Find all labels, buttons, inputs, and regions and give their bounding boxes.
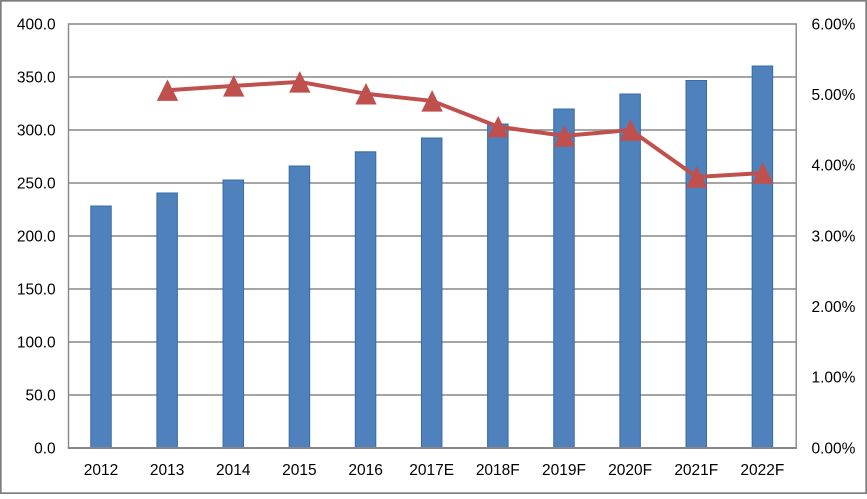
svg-text:4.00%: 4.00% bbox=[812, 158, 856, 175]
svg-text:2.00%: 2.00% bbox=[812, 299, 856, 316]
svg-text:2018F: 2018F bbox=[476, 462, 520, 479]
svg-text:0.00%: 0.00% bbox=[812, 440, 856, 457]
svg-text:150.0: 150.0 bbox=[17, 281, 56, 298]
svg-text:2013: 2013 bbox=[150, 462, 184, 479]
svg-text:2022F: 2022F bbox=[740, 462, 784, 479]
svg-text:50.0: 50.0 bbox=[26, 387, 57, 404]
svg-text:100.0: 100.0 bbox=[17, 334, 56, 351]
svg-text:250.0: 250.0 bbox=[17, 175, 56, 192]
svg-text:200.0: 200.0 bbox=[17, 228, 56, 245]
svg-text:2017E: 2017E bbox=[409, 462, 454, 479]
svg-text:2021F: 2021F bbox=[674, 462, 718, 479]
svg-text:2019F: 2019F bbox=[542, 462, 586, 479]
svg-text:300.0: 300.0 bbox=[17, 122, 56, 139]
svg-text:350.0: 350.0 bbox=[17, 69, 56, 86]
svg-text:2016: 2016 bbox=[348, 462, 382, 479]
svg-text:3.00%: 3.00% bbox=[812, 228, 856, 245]
svg-text:2020F: 2020F bbox=[608, 462, 652, 479]
svg-text:2014: 2014 bbox=[216, 462, 251, 479]
svg-text:6.00%: 6.00% bbox=[812, 16, 856, 33]
svg-text:5.00%: 5.00% bbox=[812, 87, 856, 104]
svg-text:0.0: 0.0 bbox=[34, 440, 56, 457]
svg-text:1.00%: 1.00% bbox=[812, 370, 856, 387]
svg-text:400.0: 400.0 bbox=[17, 16, 56, 33]
svg-text:2012: 2012 bbox=[84, 462, 118, 479]
svg-text:2015: 2015 bbox=[282, 462, 316, 479]
